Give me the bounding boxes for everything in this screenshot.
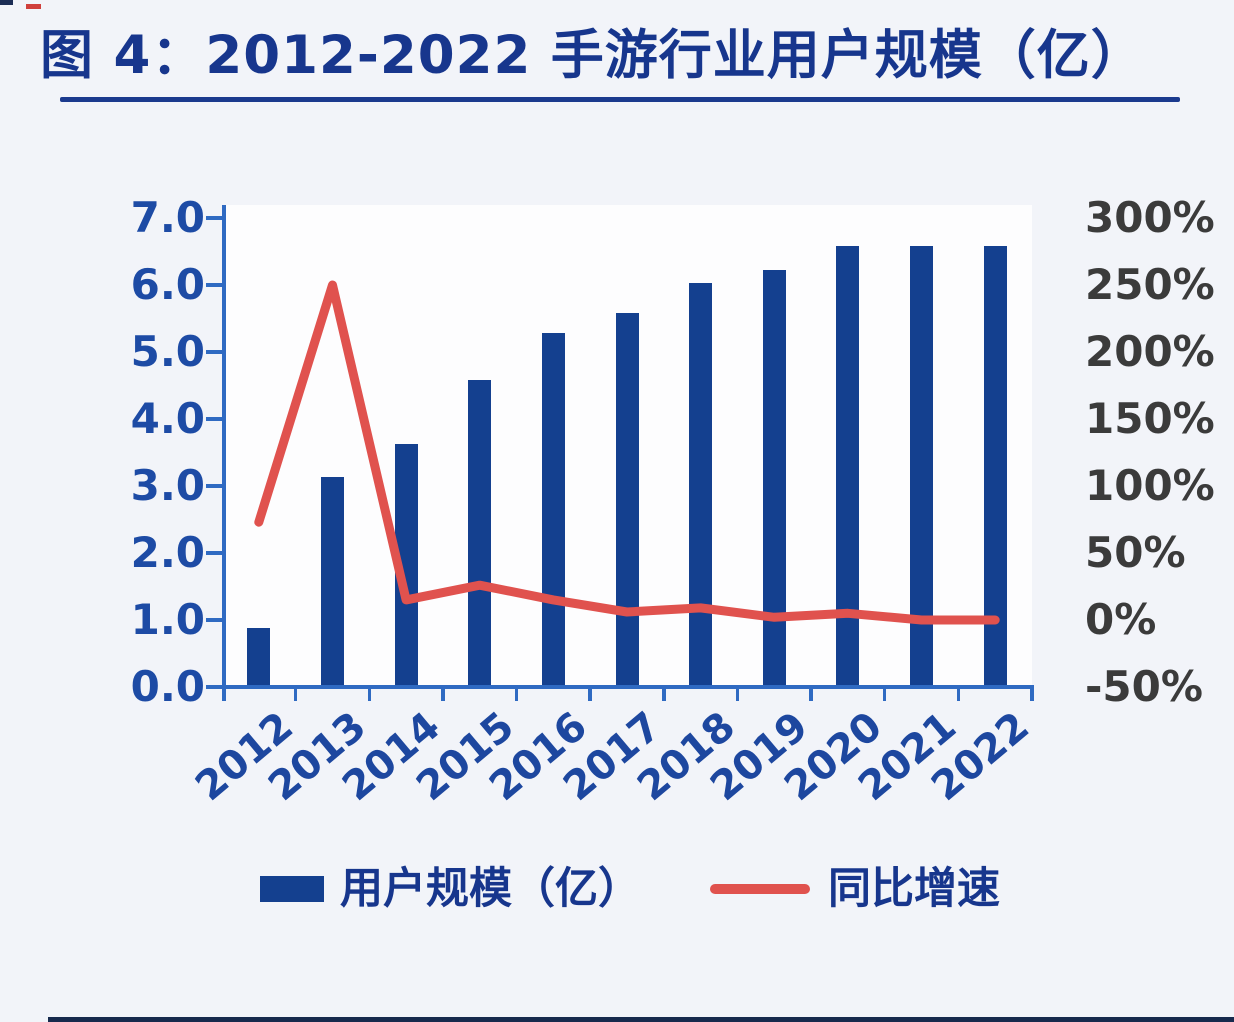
right-axis-label: 0% xyxy=(1085,595,1157,644)
y-tick-4.0 xyxy=(206,417,222,421)
left-axis-label: 0.0 xyxy=(130,662,205,711)
left-axis-label: 5.0 xyxy=(130,327,205,376)
legend-line-label: 同比增速 xyxy=(828,864,1000,914)
left-axis-label: 6.0 xyxy=(130,260,205,309)
right-axis-label: 150% xyxy=(1085,394,1215,443)
y-tick-1.0 xyxy=(206,618,222,622)
legend-bar-label: 用户规模（亿） xyxy=(340,864,641,914)
left-axis-label: 1.0 xyxy=(130,595,205,644)
left-axis-label: 3.0 xyxy=(130,461,205,510)
legend-bar-swatch xyxy=(260,876,324,902)
growth-line xyxy=(254,280,1000,625)
left-axis-label: 2.0 xyxy=(130,528,205,577)
y-axis-line xyxy=(222,205,226,701)
edge-artifact-red xyxy=(26,4,41,9)
footer-divider-bar xyxy=(48,1017,1234,1022)
chart-title: 图 4：2012-2022 手游行业用户规模（亿） xyxy=(40,25,1145,86)
right-axis-label: 250% xyxy=(1085,260,1215,309)
bar-2017 xyxy=(615,313,639,685)
x-axis-line xyxy=(210,685,1034,689)
bar-2022 xyxy=(983,246,1007,685)
x-tick xyxy=(588,689,592,701)
x-tick xyxy=(662,689,666,701)
x-tick xyxy=(441,689,445,701)
bar-2014 xyxy=(394,443,418,685)
right-axis-label: 300% xyxy=(1085,193,1215,242)
x-tick xyxy=(222,689,226,701)
left-axis-label: 4.0 xyxy=(130,394,205,443)
y-tick-5.0 xyxy=(206,350,222,354)
bar-2015 xyxy=(468,380,492,685)
x-tick xyxy=(1030,689,1034,701)
bar-2021 xyxy=(910,246,934,685)
plot-area xyxy=(206,205,1034,701)
x-tick xyxy=(809,689,813,701)
x-tick xyxy=(956,689,961,701)
left-axis-label: 7.0 xyxy=(130,193,205,242)
x-tick xyxy=(293,689,298,701)
bar-2013 xyxy=(320,477,344,685)
x-tick xyxy=(514,689,519,701)
title-underline xyxy=(60,97,1180,102)
y-tick-7.0 xyxy=(206,216,222,220)
x-tick xyxy=(735,689,740,701)
bar-2012 xyxy=(247,628,271,685)
bar-2019 xyxy=(762,269,786,685)
y-tick-6.0 xyxy=(206,283,222,287)
x-tick xyxy=(882,689,887,701)
right-axis-label: 200% xyxy=(1085,327,1215,376)
right-axis-label: 50% xyxy=(1085,528,1186,577)
right-axis-label: -50% xyxy=(1085,662,1203,711)
bar-2018 xyxy=(689,283,713,685)
right-axis-label: 100% xyxy=(1085,461,1215,510)
y-tick-3.0 xyxy=(206,484,222,488)
y-tick-2.0 xyxy=(206,551,222,555)
y-tick-0.0 xyxy=(206,685,222,689)
edge-artifact-dark xyxy=(0,0,13,5)
legend-line-swatch xyxy=(710,884,810,894)
bar-2020 xyxy=(836,246,860,685)
x-tick xyxy=(367,689,372,701)
